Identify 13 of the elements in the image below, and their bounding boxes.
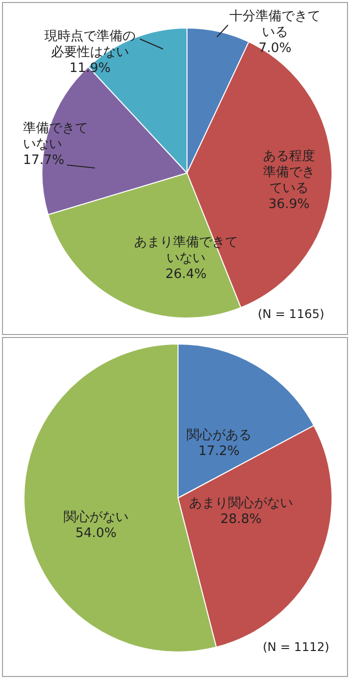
data-label: 7.0% [257,41,293,57]
slice-label: 十分準備できている [228,9,322,41]
data-label: 26.4% [164,267,208,283]
data-label: 36.9% [267,197,311,213]
data-label: 28.8% [219,512,263,528]
text: (N = 1112) [262,640,330,654]
data-label: 54.0% [74,526,118,542]
data-label: 17.2% [197,444,241,460]
slice-label: あまり関心がない [188,496,294,512]
slice-label: ある程度準備できている [262,149,316,197]
text: (N = 1165) [256,307,326,321]
slice-label: 関心がない [62,510,130,526]
slice-label: 関心がある [186,428,252,444]
